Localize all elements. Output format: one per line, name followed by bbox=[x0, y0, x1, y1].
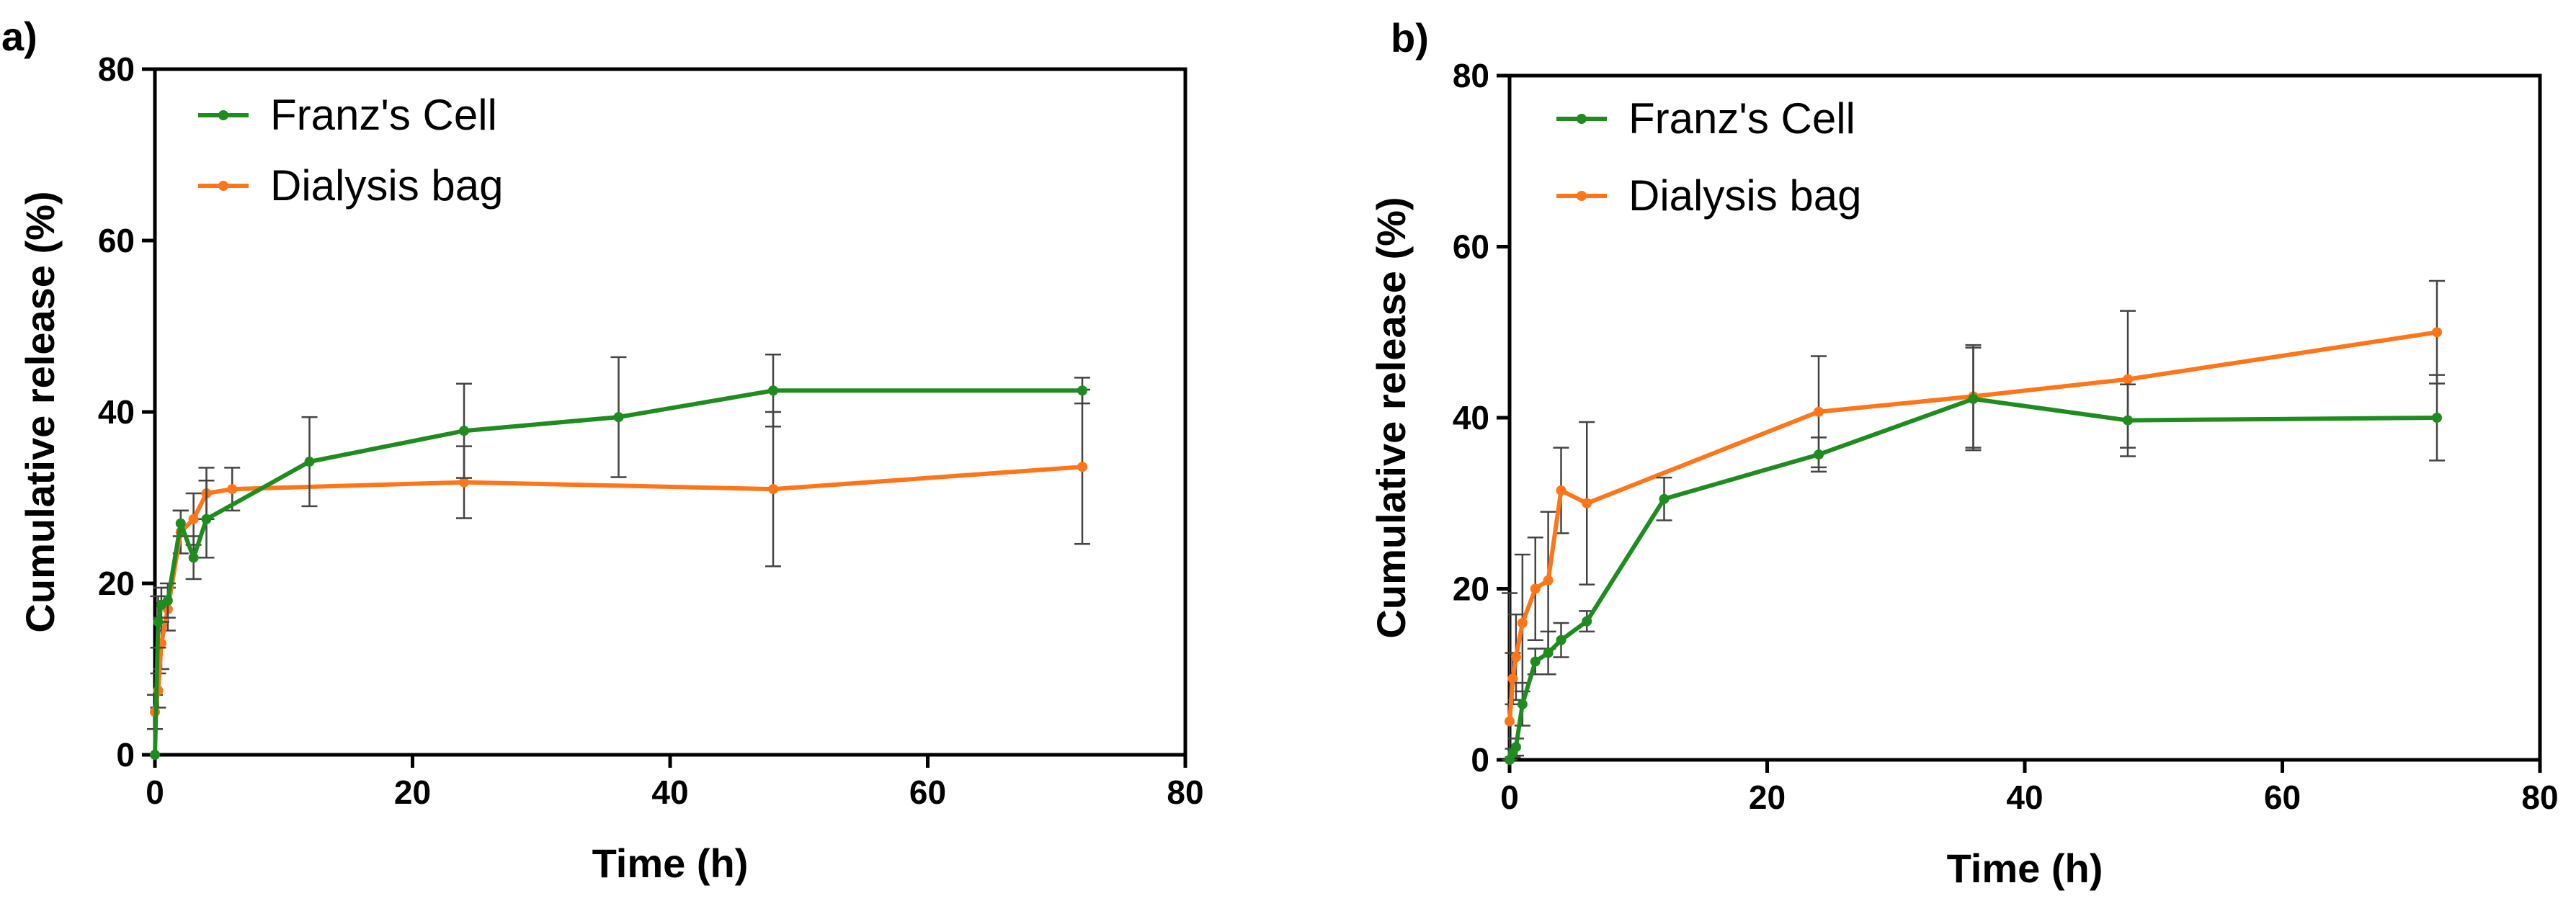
data-point bbox=[1659, 493, 1670, 504]
data-point bbox=[1510, 652, 1521, 663]
data-point bbox=[613, 412, 624, 423]
data-point bbox=[1582, 616, 1592, 627]
chart-panel-b: b) 0 20 40 60 80 0 20 40 60 80 Time (h) Cumulative r… bbox=[1368, 15, 2559, 891]
data-point bbox=[175, 518, 186, 529]
legend-entry-dialysis-bag: Dialysis bag bbox=[1556, 171, 1861, 220]
x-tick-label: 80 bbox=[1167, 774, 1203, 811]
data-point bbox=[1077, 385, 1087, 396]
y-tick-label: 40 bbox=[98, 393, 135, 431]
legend-swatch-marker bbox=[1577, 191, 1587, 201]
x-tick-label: 20 bbox=[1749, 779, 1786, 816]
data-point bbox=[304, 457, 315, 467]
legend-entry-franz-cell: Franz's Cell bbox=[198, 91, 497, 139]
chart-panel-a: a) 0 20 40 60 80 0 20 40 60 80 Time (h) Cumulative r… bbox=[1, 14, 1204, 886]
x-tick-label: 60 bbox=[909, 774, 946, 811]
y-tick-label: 40 bbox=[1453, 399, 1489, 436]
data-point bbox=[201, 514, 212, 524]
y-axis-label: Cumulative release (%) bbox=[17, 191, 63, 632]
y-tick-label: 20 bbox=[1453, 570, 1489, 608]
data-point bbox=[1507, 673, 1518, 684]
data-point bbox=[1968, 393, 1979, 404]
data-point bbox=[227, 484, 238, 495]
x-tick-label: 60 bbox=[2264, 779, 2301, 816]
series-line bbox=[153, 465, 1083, 712]
data-point bbox=[2432, 413, 2442, 423]
data-point bbox=[1530, 583, 1541, 594]
data-point bbox=[188, 552, 199, 563]
y-tick-label: 20 bbox=[98, 565, 135, 602]
data-point bbox=[768, 385, 778, 396]
y-tick-label: 60 bbox=[1453, 228, 1489, 266]
data-point bbox=[150, 750, 160, 760]
x-tick-label: 0 bbox=[1500, 779, 1519, 816]
data-point bbox=[1814, 406, 1824, 417]
data-point bbox=[768, 484, 778, 495]
y-tick-label: 0 bbox=[116, 736, 135, 774]
legend: Franz's Cell Dialysis bag bbox=[1556, 94, 1861, 220]
legend: Franz's Cell Dialysis bag bbox=[198, 91, 503, 210]
data-point bbox=[1077, 462, 1087, 472]
y-tick-label: 80 bbox=[98, 50, 135, 88]
legend-label: Dialysis bag bbox=[270, 161, 503, 210]
data-point bbox=[1543, 575, 1554, 586]
legend-entry-franz-cell: Franz's Cell bbox=[1556, 94, 1855, 143]
data-point bbox=[162, 595, 173, 606]
y-axis-label: Cumulative release (%) bbox=[1368, 197, 1414, 638]
data-point bbox=[2123, 415, 2133, 426]
y-tick-label: 60 bbox=[98, 222, 135, 259]
data-point bbox=[1505, 716, 1515, 727]
legend-label: Dialysis bag bbox=[1628, 171, 1861, 220]
legend-entry-dialysis-bag: Dialysis bag bbox=[198, 161, 503, 210]
x-tick-label: 0 bbox=[146, 774, 164, 811]
panel-label: b) bbox=[1391, 15, 1429, 60]
x-tick-label: 80 bbox=[2521, 779, 2558, 816]
data-point bbox=[1556, 485, 1566, 496]
series-franz-cell bbox=[150, 354, 1090, 760]
legend-label: Franz's Cell bbox=[270, 91, 497, 139]
y-tick-label: 80 bbox=[1453, 57, 1489, 94]
x-axis-label: Time (h) bbox=[1947, 846, 2103, 891]
series-line bbox=[1507, 396, 2438, 761]
data-point bbox=[2123, 374, 2133, 385]
x-tick-label: 20 bbox=[394, 774, 431, 811]
data-point bbox=[1510, 742, 1521, 753]
data-point bbox=[1517, 699, 1528, 709]
legend-swatch-marker bbox=[218, 110, 228, 120]
data-point bbox=[459, 426, 469, 436]
panel-label: a) bbox=[1, 14, 37, 59]
data-point bbox=[188, 514, 199, 524]
y-tick-label: 0 bbox=[1471, 741, 1489, 779]
data-point bbox=[1814, 449, 1824, 460]
legend-swatch-marker bbox=[1577, 114, 1587, 124]
x-tick-label: 40 bbox=[2006, 779, 2043, 816]
data-point bbox=[153, 617, 164, 627]
data-point bbox=[459, 477, 469, 488]
series-dialysis-bag bbox=[147, 388, 1090, 730]
data-point bbox=[1582, 498, 1592, 508]
legend-label: Franz's Cell bbox=[1628, 94, 1855, 143]
series-franz-cell bbox=[1505, 346, 2445, 765]
data-point bbox=[1530, 656, 1541, 667]
data-point bbox=[2432, 327, 2442, 338]
x-axis-label: Time (h) bbox=[592, 840, 749, 886]
data-point bbox=[1543, 647, 1554, 658]
legend-swatch-marker bbox=[218, 181, 228, 191]
data-point bbox=[1517, 618, 1528, 628]
x-tick-label: 40 bbox=[651, 774, 688, 811]
data-point bbox=[1556, 635, 1566, 645]
